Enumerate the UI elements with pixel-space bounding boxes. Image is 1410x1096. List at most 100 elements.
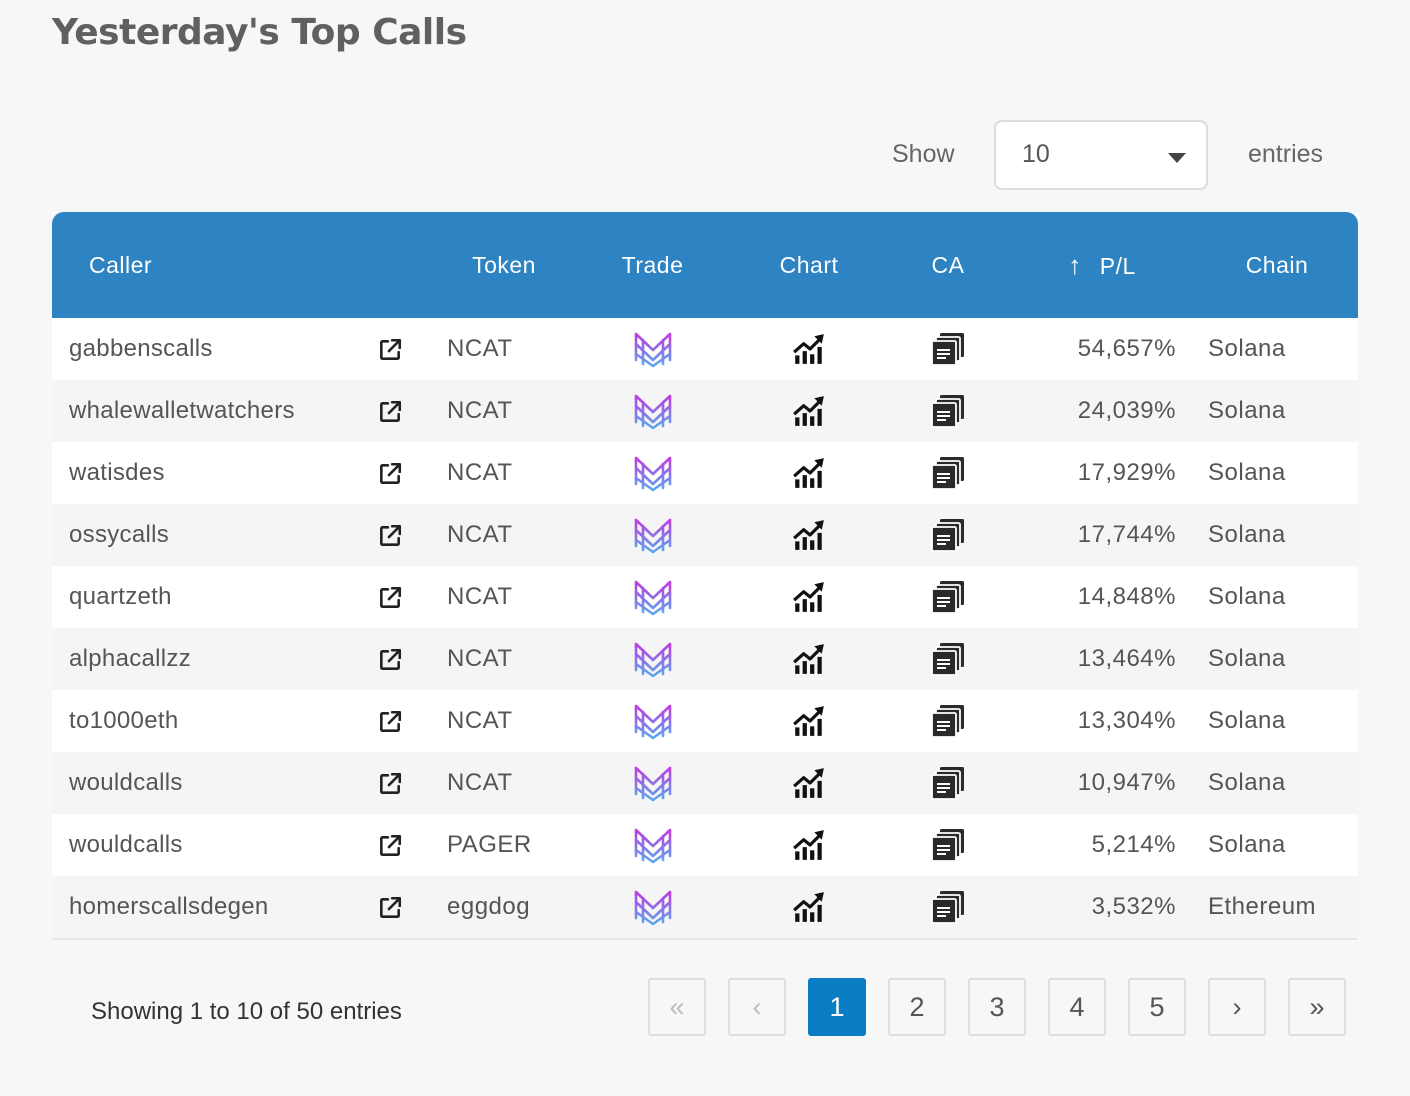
- table-header-row: Caller Token Trade Chart CA ↑ P/L Chain: [52, 212, 1358, 318]
- external-link-icon[interactable]: [377, 399, 403, 425]
- chart-growth-icon[interactable]: [792, 704, 826, 738]
- column-header-link: [347, 212, 433, 318]
- copy-icon[interactable]: [931, 456, 965, 490]
- entries-label: entries: [1248, 140, 1324, 168]
- caret-down-icon: [1168, 153, 1186, 163]
- token-symbol: PAGER: [447, 831, 532, 858]
- caller-name: whalewalletwatchers: [69, 397, 295, 424]
- token-symbol: NCAT: [447, 335, 513, 362]
- profit-loss-value: 13,304%: [1077, 707, 1176, 734]
- copy-icon[interactable]: [931, 766, 965, 800]
- column-header-chain[interactable]: Chain: [1245, 251, 1309, 278]
- token-symbol: NCAT: [447, 459, 513, 486]
- caller-name: to1000eth: [69, 707, 179, 734]
- token-symbol: eggdog: [447, 893, 531, 920]
- chart-growth-icon[interactable]: [792, 394, 826, 428]
- chart-growth-icon[interactable]: [792, 766, 826, 800]
- page-2-button[interactable]: 2: [888, 978, 946, 1036]
- copy-icon[interactable]: [931, 580, 965, 614]
- copy-icon[interactable]: [931, 518, 965, 552]
- chart-growth-icon[interactable]: [792, 890, 826, 924]
- token-symbol: NCAT: [447, 707, 513, 734]
- profit-loss-value: 17,929%: [1077, 459, 1176, 486]
- chart-growth-icon[interactable]: [792, 456, 826, 490]
- token-symbol: NCAT: [447, 583, 513, 610]
- chart-growth-icon[interactable]: [792, 518, 826, 552]
- copy-icon[interactable]: [931, 890, 965, 924]
- page-5-button[interactable]: 5: [1128, 978, 1186, 1036]
- token-symbol: NCAT: [447, 769, 513, 796]
- trade-platform-logo-icon[interactable]: [633, 454, 673, 492]
- external-link-icon[interactable]: [377, 523, 403, 549]
- next-page-button[interactable]: ›: [1208, 978, 1266, 1036]
- chain-name: Solana: [1208, 459, 1286, 486]
- trade-platform-logo-icon[interactable]: [633, 888, 673, 926]
- trade-platform-logo-icon[interactable]: [633, 826, 673, 864]
- top-calls-table: Caller Token Trade Chart CA ↑ P/L Chain g…: [52, 212, 1358, 940]
- chain-name: Solana: [1208, 583, 1286, 610]
- external-link-icon[interactable]: [377, 461, 403, 487]
- caller-name: wouldcalls: [69, 831, 183, 858]
- external-link-icon[interactable]: [377, 647, 403, 673]
- table-row: whalewalletwatchers NCAT 24,039% Solana: [52, 380, 1358, 442]
- table-row: gabbenscalls NCAT 54,657% Solana: [52, 318, 1358, 380]
- external-link-icon[interactable]: [377, 771, 403, 797]
- show-label: Show: [892, 140, 955, 168]
- external-link-icon[interactable]: [377, 585, 403, 611]
- page-4-button[interactable]: 4: [1048, 978, 1106, 1036]
- external-link-icon[interactable]: [377, 833, 403, 859]
- caller-name: ossycalls: [69, 521, 170, 548]
- token-symbol: NCAT: [447, 397, 513, 424]
- caller-name: watisdes: [69, 459, 165, 486]
- trade-platform-logo-icon[interactable]: [633, 640, 673, 678]
- external-link-icon[interactable]: [377, 895, 403, 921]
- column-header-pl[interactable]: ↑ P/L: [1008, 212, 1196, 318]
- sort-ascending-icon: ↑: [1068, 249, 1082, 280]
- column-header-trade[interactable]: Trade: [621, 251, 684, 278]
- caller-name: quartzeth: [69, 583, 172, 610]
- page-1-button[interactable]: 1: [808, 978, 866, 1036]
- chain-name: Solana: [1208, 769, 1286, 796]
- token-symbol: NCAT: [447, 521, 513, 548]
- trade-platform-logo-icon[interactable]: [633, 578, 673, 616]
- external-link-icon[interactable]: [377, 709, 403, 735]
- external-link-icon[interactable]: [377, 337, 403, 363]
- column-header-chart[interactable]: Chart: [779, 251, 839, 278]
- first-page-button[interactable]: «: [648, 978, 706, 1036]
- profit-loss-value: 13,464%: [1077, 645, 1176, 672]
- profit-loss-value: 14,848%: [1077, 583, 1176, 610]
- profit-loss-value: 17,744%: [1077, 521, 1176, 548]
- table-row: ossycalls NCAT 17,744% Solana: [52, 504, 1358, 566]
- copy-icon[interactable]: [931, 828, 965, 862]
- table-row: watisdes NCAT 17,929% Solana: [52, 442, 1358, 504]
- chain-name: Solana: [1208, 707, 1286, 734]
- table-row: quartzeth NCAT 14,848% Solana: [52, 566, 1358, 628]
- column-header-pl-label: P/L: [1099, 252, 1136, 279]
- trade-platform-logo-icon[interactable]: [633, 392, 673, 430]
- trade-platform-logo-icon[interactable]: [633, 764, 673, 802]
- table-info: Showing 1 to 10 of 50 entries: [91, 998, 402, 1025]
- table-row: homerscallsdegen eggdog 3,532% Ethereum: [52, 876, 1358, 938]
- trade-platform-logo-icon[interactable]: [633, 330, 673, 368]
- caller-name: homerscallsdegen: [69, 893, 269, 920]
- page-3-button[interactable]: 3: [968, 978, 1026, 1036]
- last-page-button[interactable]: »: [1288, 978, 1346, 1036]
- previous-page-button[interactable]: ‹: [728, 978, 786, 1036]
- chart-growth-icon[interactable]: [792, 580, 826, 614]
- chart-growth-icon[interactable]: [792, 332, 826, 366]
- trade-platform-logo-icon[interactable]: [633, 702, 673, 740]
- trade-platform-logo-icon[interactable]: [633, 516, 673, 554]
- chart-growth-icon[interactable]: [792, 828, 826, 862]
- copy-icon[interactable]: [931, 704, 965, 738]
- copy-icon[interactable]: [931, 332, 965, 366]
- chart-growth-icon[interactable]: [792, 642, 826, 676]
- copy-icon[interactable]: [931, 394, 965, 428]
- chain-name: Solana: [1208, 397, 1286, 424]
- copy-icon[interactable]: [931, 642, 965, 676]
- page-title: Yesterday's Top Calls: [52, 12, 467, 53]
- entries-per-page-select[interactable]: 10: [994, 120, 1208, 190]
- column-header-token[interactable]: Token: [472, 251, 536, 278]
- chain-name: Ethereum: [1208, 893, 1317, 920]
- column-header-ca[interactable]: CA: [931, 251, 965, 278]
- column-header-caller[interactable]: Caller: [89, 251, 153, 278]
